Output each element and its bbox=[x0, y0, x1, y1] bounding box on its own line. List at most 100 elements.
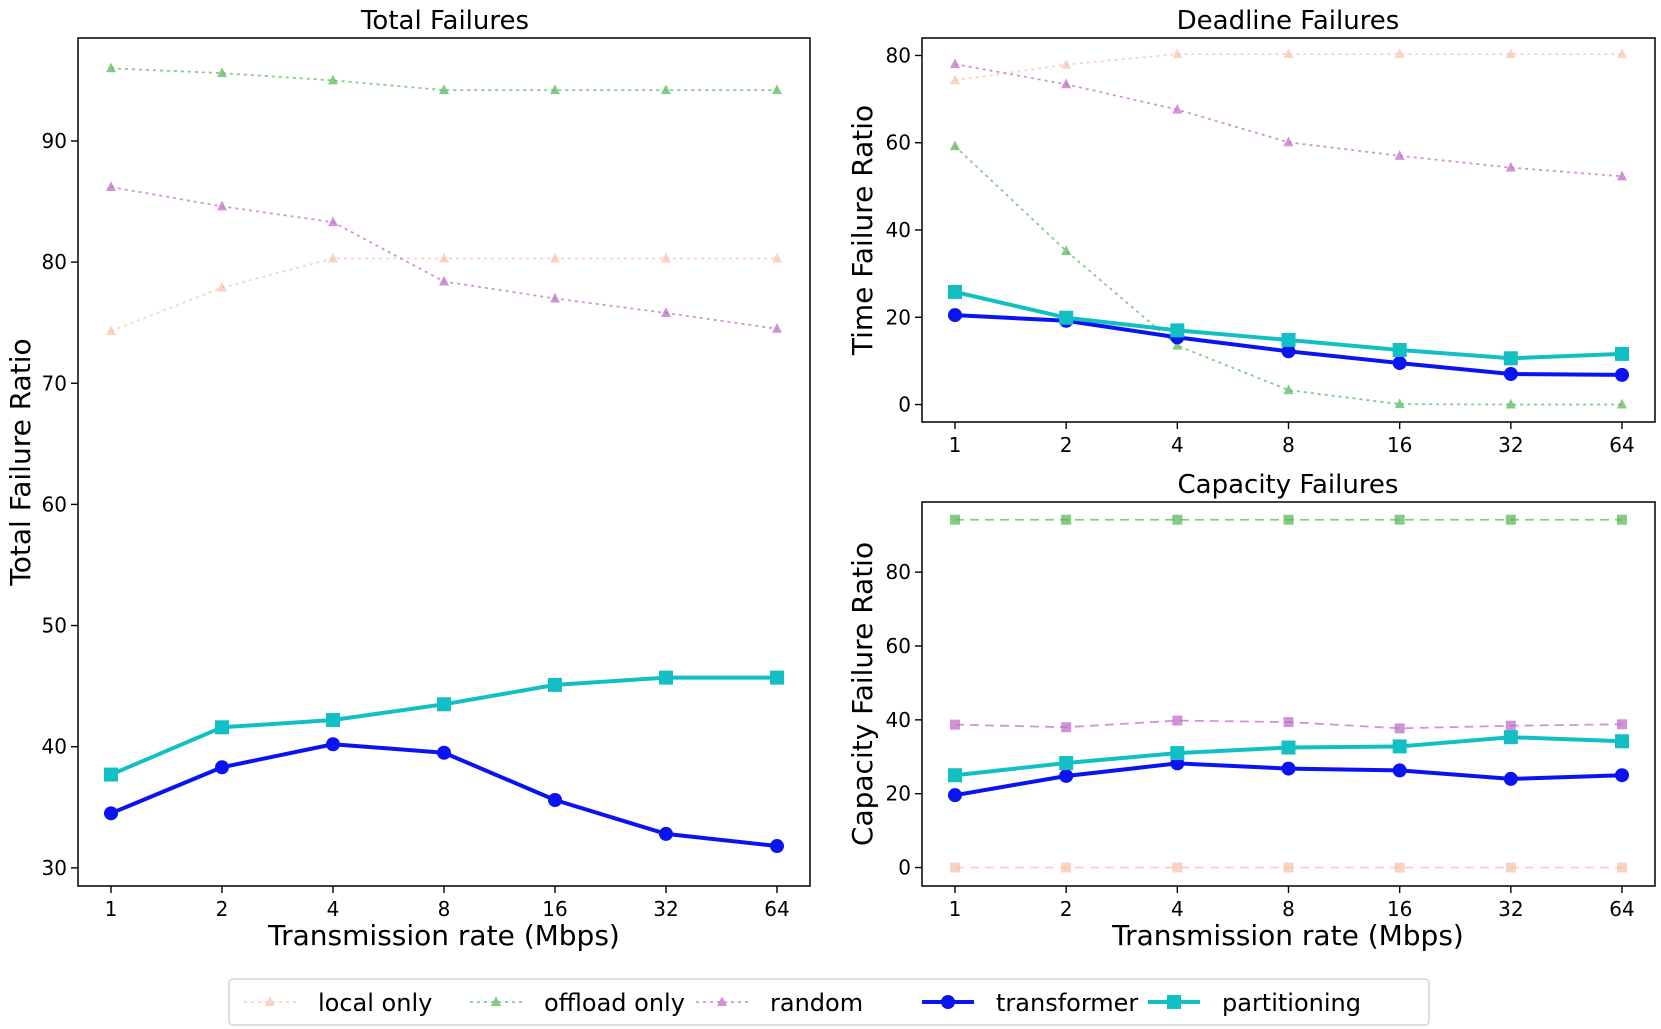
deadline-point-transformer bbox=[1503, 367, 1518, 381]
deadline-ytick-label: 20 bbox=[886, 305, 911, 329]
deadline-series-random bbox=[950, 58, 1627, 181]
deadline-point-offload-only bbox=[1394, 398, 1405, 409]
total-point-random bbox=[439, 275, 449, 286]
legend-item-transformer: transformer bbox=[922, 989, 1138, 1017]
capacity-x-label: Transmission rate (Mbps) bbox=[1111, 919, 1464, 952]
legend-swatch-marker bbox=[265, 996, 275, 1006]
deadline-point-partitioning bbox=[1281, 332, 1296, 347]
deadline-series bbox=[948, 48, 1629, 409]
total-point-transformer bbox=[659, 826, 673, 841]
total-ytick-label: 80 bbox=[42, 250, 67, 274]
legend-swatch-marker bbox=[491, 996, 501, 1006]
capacity-series-partitioning bbox=[948, 730, 1629, 783]
capacity-series bbox=[948, 514, 1629, 873]
deadline-point-random bbox=[1172, 103, 1183, 114]
total-ytick-label: 70 bbox=[42, 371, 67, 395]
deadline-point-offload-only bbox=[1505, 398, 1516, 409]
total-series bbox=[104, 62, 784, 854]
deadline-point-partitioning bbox=[1503, 351, 1518, 366]
capacity-point-local-only bbox=[1061, 862, 1072, 873]
capacity-xtick-label: 32 bbox=[1498, 897, 1523, 921]
capacity-point-random bbox=[950, 719, 960, 730]
capacity-point-offload-only bbox=[1061, 514, 1072, 525]
deadline-point-transformer bbox=[1615, 367, 1629, 382]
deadline-point-local-only bbox=[1283, 48, 1294, 59]
capacity-point-local-only bbox=[950, 862, 960, 873]
deadline-ytick-label: 80 bbox=[886, 43, 911, 67]
deadline-xtick-label: 2 bbox=[1060, 433, 1073, 457]
total-xtick-label: 64 bbox=[764, 897, 789, 921]
deadline-ytick-label: 60 bbox=[886, 131, 911, 155]
total-y-label: Total Failure Ratio bbox=[4, 338, 37, 586]
deadline-point-offload-only bbox=[1172, 339, 1183, 350]
legend-label: local only bbox=[318, 989, 432, 1017]
total-point-partitioning bbox=[659, 670, 673, 685]
total-point-transformer bbox=[215, 760, 229, 775]
total-point-local-only bbox=[106, 325, 116, 336]
deadline-xtick-label: 1 bbox=[949, 433, 962, 457]
total-series-partitioning bbox=[104, 670, 784, 782]
total-series-local-only bbox=[106, 252, 782, 336]
total-x-label: Transmission rate (Mbps) bbox=[267, 919, 620, 952]
capacity-xtick-label: 4 bbox=[1171, 897, 1184, 921]
deadline-y-label: Time Failure Ratio bbox=[846, 105, 879, 356]
capacity-point-partitioning bbox=[1503, 730, 1518, 745]
capacity-xtick-label: 2 bbox=[1060, 897, 1073, 921]
total-ytick-label: 50 bbox=[42, 614, 67, 638]
total-point-random bbox=[772, 322, 782, 333]
deadline-point-partitioning bbox=[1170, 323, 1185, 338]
capacity-plot-frame bbox=[921, 501, 1656, 887]
deadline-x-ticks: 1 2 4 8 16 32 64 bbox=[949, 422, 1635, 457]
capacity-point-offload-only bbox=[1505, 514, 1516, 525]
capacity-point-random bbox=[1617, 719, 1627, 730]
deadline-point-random bbox=[1061, 78, 1072, 89]
total-point-transformer bbox=[104, 806, 118, 821]
deadline-point-local-only bbox=[1617, 48, 1627, 59]
legend-label: partitioning bbox=[1222, 989, 1361, 1017]
deadline-point-local-only bbox=[1394, 48, 1405, 59]
total-point-partitioning bbox=[326, 713, 340, 728]
capacity-point-transformer bbox=[1503, 771, 1518, 786]
capacity-point-local-only bbox=[1394, 862, 1405, 873]
total-point-partitioning bbox=[104, 767, 118, 782]
deadline-point-transformer bbox=[948, 308, 962, 323]
capacity-point-offload-only bbox=[1283, 514, 1294, 525]
legend-item-offload-only: offload only bbox=[470, 989, 685, 1017]
legend-item-partitioning: partitioning bbox=[1148, 989, 1361, 1017]
total-xtick-label: 8 bbox=[438, 897, 451, 921]
deadline-series-partitioning bbox=[948, 284, 1629, 366]
deadline-series-offload-only bbox=[950, 140, 1627, 409]
total-x-ticks: 1 2 4 8 16 32 64 bbox=[105, 886, 790, 921]
total-point-local-only bbox=[439, 252, 449, 263]
capacity-point-transformer bbox=[948, 788, 962, 803]
capacity-y-ticks: 0 20 40 60 80 bbox=[886, 560, 922, 880]
capacity-point-partitioning bbox=[948, 768, 962, 783]
total-line-partitioning bbox=[110, 675, 777, 777]
deadline-point-local-only bbox=[1061, 58, 1072, 69]
capacity-point-partitioning bbox=[1392, 739, 1407, 754]
total-point-offload-only bbox=[772, 84, 782, 95]
deadline-point-partitioning bbox=[1059, 310, 1074, 325]
total-point-transformer bbox=[770, 839, 784, 854]
deadline-ytick-label: 40 bbox=[886, 218, 911, 242]
capacity-point-partitioning bbox=[1170, 746, 1185, 761]
deadline-point-local-only bbox=[950, 74, 960, 85]
total-point-partitioning bbox=[548, 677, 562, 692]
capacity-xtick-label: 8 bbox=[1282, 897, 1295, 921]
total-ytick-label: 30 bbox=[42, 856, 67, 880]
deadline-point-partitioning bbox=[1392, 343, 1407, 357]
capacity-point-partitioning bbox=[1281, 740, 1296, 755]
total-series-offload-only bbox=[106, 62, 782, 95]
deadline-point-transformer bbox=[1281, 344, 1296, 359]
capacity-point-transformer bbox=[1281, 761, 1296, 776]
total-point-offload-only bbox=[439, 84, 449, 95]
total-point-transformer bbox=[548, 792, 562, 807]
capacity-title: Capacity Failures bbox=[1178, 470, 1399, 500]
total-point-local-only bbox=[550, 252, 560, 263]
total-point-random bbox=[550, 292, 560, 303]
total-y-ticks: 30 40 50 60 70 80 90 bbox=[42, 129, 78, 880]
total-point-offload-only bbox=[106, 62, 116, 73]
deadline-line-random bbox=[954, 63, 1623, 178]
capacity-ytick-label: 40 bbox=[886, 708, 911, 732]
capacity-ytick-label: 20 bbox=[886, 782, 911, 806]
